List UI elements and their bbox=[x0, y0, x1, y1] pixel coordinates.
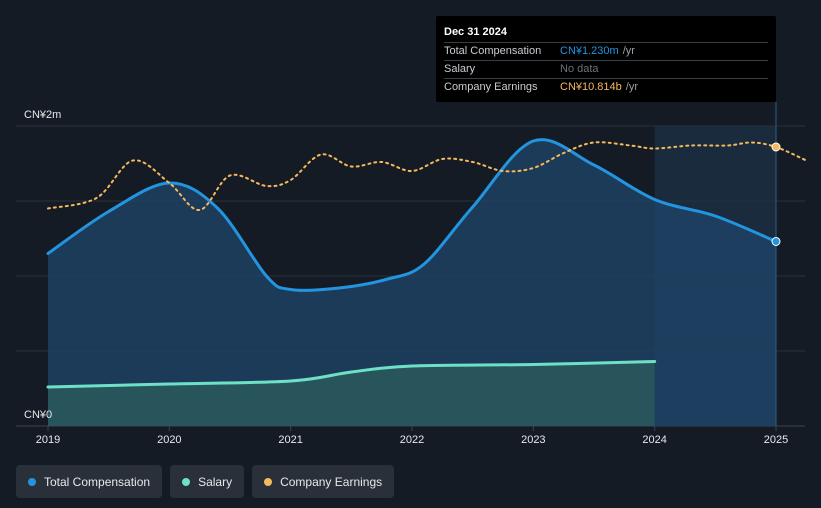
series-areas bbox=[48, 139, 776, 427]
tooltip: Dec 31 2024 Total Compensation CN¥1.230m… bbox=[436, 16, 776, 102]
area-total-compensation bbox=[48, 139, 776, 427]
x-axis-ticks: 2019 2020 2021 2022 2023 2024 2025 bbox=[36, 426, 788, 446]
tooltip-row-value: CN¥10.814b bbox=[560, 81, 622, 93]
tooltip-row-label: Company Earnings bbox=[444, 81, 538, 93]
legend-label: Company Earnings bbox=[280, 474, 383, 489]
legend-dot-icon bbox=[28, 477, 36, 486]
series-markers bbox=[771, 142, 781, 246]
marker-company-earnings bbox=[771, 142, 781, 152]
x-tick-label: 2025 bbox=[764, 434, 788, 446]
x-tick-label: 2021 bbox=[278, 434, 302, 446]
legend-dot-icon bbox=[182, 477, 191, 486]
x-tick-label: 2024 bbox=[642, 434, 666, 446]
legend-label: Total Compensation bbox=[44, 474, 151, 489]
x-tick-label: 2020 bbox=[157, 434, 181, 446]
line-salary bbox=[46, 360, 657, 389]
legend-label: Salary bbox=[198, 474, 233, 489]
tooltip-row-label: Total Compensation bbox=[444, 45, 542, 57]
tooltip-row-value: No data bbox=[560, 63, 599, 75]
tooltip-row-label: Salary bbox=[444, 63, 476, 75]
tooltip-row-value: CN¥1.230m bbox=[560, 45, 619, 57]
area-salary bbox=[48, 361, 655, 426]
tooltip-date: Dec 31 2024 bbox=[444, 26, 507, 38]
tooltip-row-unit: /yr bbox=[625, 81, 639, 93]
y-axis-bottom-label: CN¥0 bbox=[24, 409, 52, 421]
tooltip-row-company-earnings: Company Earnings CN¥10.814b /yr bbox=[444, 78, 768, 96]
x-tick-label: 2019 bbox=[36, 434, 60, 446]
line-total-compensation bbox=[46, 138, 778, 292]
x-tick-label: 2022 bbox=[400, 434, 424, 446]
legend-item-total-compensation[interactable]: Total Compensation bbox=[16, 465, 163, 498]
marker-total-compensation bbox=[771, 237, 781, 246]
legend-item-company-earnings[interactable]: Company Earnings bbox=[252, 465, 395, 498]
y-axis-top-label: CN¥2m bbox=[24, 109, 61, 121]
series-lines bbox=[46, 138, 808, 389]
legend-item-salary[interactable]: Salary bbox=[170, 465, 245, 498]
x-tick-label: 2023 bbox=[521, 434, 545, 446]
tooltip-row-total-compensation: Total Compensation CN¥1.230m /yr bbox=[444, 42, 768, 60]
tooltip-row-salary: Salary No data bbox=[444, 60, 768, 78]
tooltip-row-unit: /yr bbox=[622, 45, 635, 57]
legend-dot-icon bbox=[264, 477, 273, 486]
legend: Total Compensation Salary Company Earnin… bbox=[16, 465, 395, 498]
line-company-earnings bbox=[47, 141, 808, 211]
